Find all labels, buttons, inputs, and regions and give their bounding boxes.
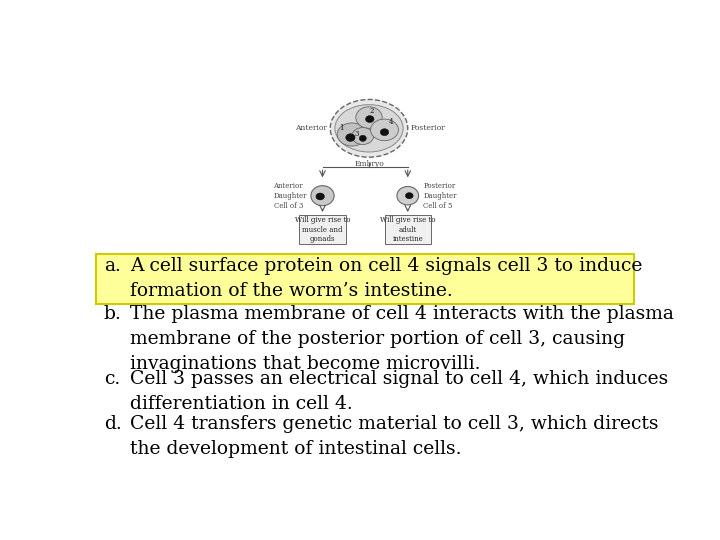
Text: Posterior
Daughter
Cell of 5: Posterior Daughter Cell of 5 [423, 182, 456, 210]
Ellipse shape [366, 116, 374, 123]
Text: A cell surface protein on cell 4 signals cell 3 to induce
formation of the worm’: A cell surface protein on cell 4 signals… [130, 257, 643, 300]
Text: Will give rise to
adult
intestine: Will give rise to adult intestine [380, 216, 436, 244]
Text: 3: 3 [354, 131, 359, 138]
Text: 2: 2 [370, 107, 374, 116]
FancyBboxPatch shape [96, 254, 634, 303]
Text: b.: b. [104, 305, 122, 323]
Text: Anterior
Daughter
Cell of 3: Anterior Daughter Cell of 3 [274, 182, 307, 210]
Text: Cell 4 transfers genetic material to cell 3, which directs
the development of in: Cell 4 transfers genetic material to cel… [130, 415, 659, 458]
Text: a.: a. [104, 257, 121, 275]
Ellipse shape [356, 107, 382, 129]
FancyBboxPatch shape [384, 215, 431, 244]
Text: Will give rise to
muscle and
gonads: Will give rise to muscle and gonads [294, 216, 350, 244]
Ellipse shape [346, 134, 355, 141]
FancyBboxPatch shape [300, 215, 346, 244]
Text: 4: 4 [389, 118, 393, 126]
Ellipse shape [311, 186, 334, 206]
Ellipse shape [359, 135, 366, 141]
Ellipse shape [371, 119, 398, 140]
Text: The plasma membrane of cell 4 interacts with the plasma
membrane of the posterio: The plasma membrane of cell 4 interacts … [130, 305, 674, 373]
Text: c.: c. [104, 370, 120, 388]
Text: Anterior: Anterior [295, 124, 327, 132]
Text: d.: d. [104, 415, 122, 433]
Ellipse shape [335, 105, 403, 152]
Ellipse shape [352, 127, 374, 145]
Ellipse shape [316, 193, 325, 200]
Text: Posterior: Posterior [411, 124, 446, 132]
Ellipse shape [337, 123, 366, 146]
Text: Cell 3 passes an electrical signal to cell 4, which induces
differentiation in c: Cell 3 passes an electrical signal to ce… [130, 370, 669, 414]
Ellipse shape [397, 186, 418, 205]
Ellipse shape [380, 129, 389, 136]
Text: Embryo: Embryo [354, 159, 384, 167]
Text: 1: 1 [340, 124, 344, 132]
Ellipse shape [405, 193, 413, 199]
Ellipse shape [330, 99, 408, 157]
